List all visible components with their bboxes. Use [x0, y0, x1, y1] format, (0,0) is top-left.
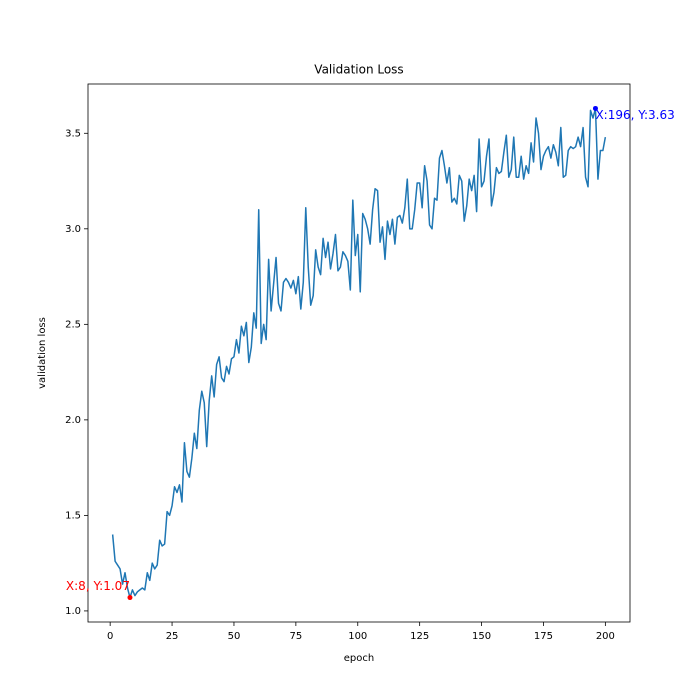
- y-tick-label: 2.0: [65, 415, 81, 426]
- annotation-point: [592, 105, 598, 111]
- x-tick-label: 200: [596, 631, 615, 642]
- annotation-point: [127, 595, 133, 601]
- x-tick-label: 150: [472, 631, 491, 642]
- y-tick-label: 1.5: [65, 510, 81, 521]
- y-tick-label: 1.0: [65, 606, 81, 617]
- axes-frame: [87, 83, 631, 623]
- x-tick-label: 125: [410, 631, 429, 642]
- line-series: [111, 107, 607, 599]
- x-tick-label: 50: [228, 631, 241, 642]
- y-axis-label: validation loss: [37, 317, 48, 389]
- x-tick-label: 100: [348, 631, 367, 642]
- annotation-label: X:8, Y:1.07: [66, 579, 130, 593]
- x-axis-label: epoch: [344, 653, 374, 664]
- x-tick-label: 75: [289, 631, 302, 642]
- x-tick-label: 25: [166, 631, 179, 642]
- y-tick-label: 2.5: [65, 319, 81, 330]
- chart-title: Validation Loss: [314, 63, 403, 77]
- x-tick-label: 0: [107, 631, 113, 642]
- annotation-label: X:196, Y:3.63: [595, 108, 674, 122]
- y-tick-label: 3.5: [65, 128, 81, 139]
- x-tick-label: 175: [534, 631, 553, 642]
- y-tick-label: 3.0: [65, 224, 81, 235]
